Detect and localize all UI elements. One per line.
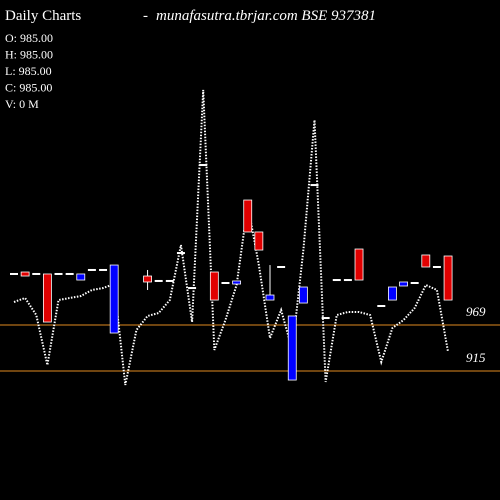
candle-body	[20, 271, 30, 277]
chart-subtitle: munafasutra.tbrjar.com BSE 937381	[156, 8, 376, 24]
ohlc-info: O: 985.00	[5, 31, 53, 45]
ohlc-info: C: 985.00	[5, 81, 52, 95]
candle-body	[243, 199, 253, 233]
dotted-line	[13, 89, 450, 386]
ohlc-info: V: 0 M	[5, 97, 39, 111]
level-label: 915	[466, 350, 486, 365]
ohlc-info: H: 985.00	[5, 48, 53, 62]
candle-body	[265, 294, 275, 301]
ohlc-info: L: 985.00	[5, 64, 52, 78]
candle-body	[287, 315, 297, 381]
candle-body	[421, 254, 431, 268]
candle-body	[254, 231, 264, 251]
candle-body	[232, 280, 242, 285]
candle-body	[42, 273, 52, 323]
candle-body	[76, 273, 86, 281]
candle-body	[298, 286, 308, 304]
chart-title: Daily Charts	[5, 8, 81, 24]
candle-body	[354, 248, 364, 281]
candle-body	[143, 275, 152, 283]
candle-body	[109, 264, 119, 334]
candle-body	[399, 281, 408, 287]
separator: -	[143, 8, 148, 24]
candle-body	[209, 271, 219, 301]
candle-body	[443, 255, 453, 301]
candle-body	[388, 286, 397, 301]
level-label: 969	[466, 304, 486, 319]
